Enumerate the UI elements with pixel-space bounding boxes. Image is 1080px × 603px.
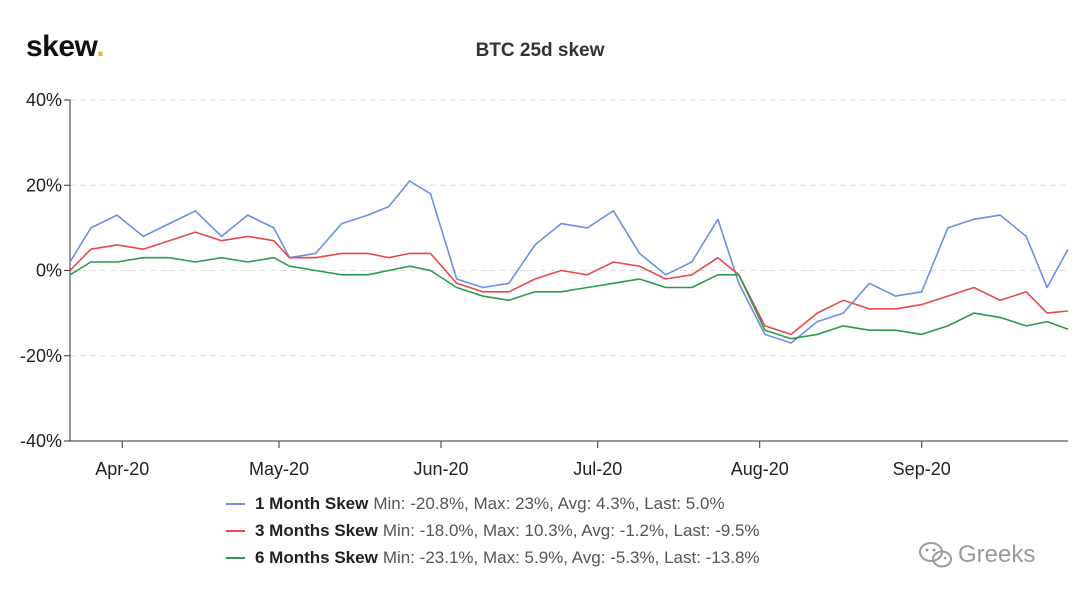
legend-swatch-3-months — [226, 529, 245, 532]
x-tick-label: Jun-20 — [413, 459, 468, 479]
chart-title: BTC 25d skew — [475, 40, 605, 61]
legend-series-stats: Min: -18.0%, Max: 10.3%, Avg: -1.2%, Las… — [382, 521, 760, 540]
y-tick-label: 40% — [26, 90, 62, 110]
y-tick-label: -20% — [20, 346, 62, 366]
legend-series-stats: Min: -23.1%, Max: 5.9%, Avg: -5.3%, Last… — [382, 548, 760, 567]
y-tick-label: 0% — [36, 261, 62, 281]
legend-series-stats: Min: -20.8%, Max: 23%, Avg: 4.3%, Last: … — [373, 494, 725, 513]
legend-series-name: 3 Months Skew — [255, 521, 378, 540]
legend-item-1-month[interactable]: 1 Month Skew Min: -20.8%, Max: 23%, Avg:… — [226, 490, 760, 517]
series-line-2[interactable] — [69, 256, 1069, 340]
y-tick-label: 20% — [26, 175, 62, 195]
skew-logo: skew. — [26, 30, 105, 64]
legend: 1 Month Skew Min: -20.8%, Max: 23%, Avg:… — [226, 490, 760, 571]
watermark-text: Greeks — [958, 541, 1036, 568]
brand-name: skew — [26, 30, 97, 63]
legend-item-6-months[interactable]: 6 Months Skew Min: -23.1%, Max: 5.9%, Av… — [226, 544, 760, 571]
legend-swatch-6-months — [226, 556, 245, 559]
x-axis: Apr-20 May-20 Jun-20 Jul-20 Aug-20 Sep-20 — [70, 440, 1068, 479]
watermark: Greeks — [918, 540, 1035, 570]
y-axis: -40% -20% 0% 20% 40% — [20, 90, 71, 451]
series-group — [69, 180, 1069, 344]
legend-series-name: 6 Months Skew — [255, 548, 378, 567]
x-tick-label: Sep-20 — [893, 459, 951, 479]
legend-item-3-months[interactable]: 3 Months Skew Min: -18.0%, Max: 10.3%, A… — [226, 517, 760, 544]
brand-dot: . — [96, 30, 105, 63]
x-tick-label: May-20 — [249, 459, 309, 479]
legend-series-name: 1 Month Skew — [255, 494, 369, 513]
series-line-1[interactable] — [69, 231, 1069, 336]
x-tick-label: Jul-20 — [573, 459, 622, 479]
series-line-0[interactable] — [69, 180, 1069, 344]
legend-swatch-1-month — [226, 502, 245, 505]
x-tick-label: Apr-20 — [95, 459, 149, 479]
wechat-icon — [919, 542, 952, 568]
y-tick-label: -40% — [20, 431, 62, 451]
x-tick-label: Aug-20 — [731, 459, 789, 479]
grid-lines — [70, 99, 1068, 357]
